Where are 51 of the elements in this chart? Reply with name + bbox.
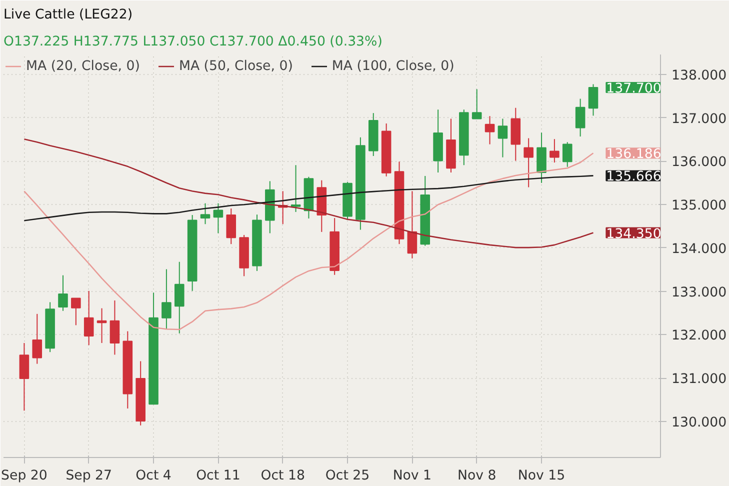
y-tick-label: 130.000 bbox=[672, 415, 727, 430]
x-tick-label: Sep 27 bbox=[66, 468, 112, 484]
candlestick bbox=[290, 164, 301, 212]
candlestick bbox=[472, 88, 482, 120]
candlestick bbox=[407, 190, 418, 259]
legend-label: MA (100, Close, 0) bbox=[332, 58, 454, 74]
candlestick bbox=[71, 298, 81, 326]
x-tick-label: Nov 15 bbox=[518, 468, 566, 484]
y-tick-label: 138.000 bbox=[672, 68, 727, 84]
candlestick bbox=[226, 208, 236, 245]
x-tick-label: Nov 8 bbox=[457, 468, 496, 484]
y-tick-label: 132.000 bbox=[672, 328, 727, 344]
candlestick bbox=[32, 313, 42, 364]
candlestick bbox=[575, 98, 586, 137]
candlestick bbox=[562, 142, 572, 168]
x-tick-label: Oct 18 bbox=[260, 468, 305, 484]
y-tick-label: 135.000 bbox=[672, 198, 727, 214]
candlestick bbox=[524, 138, 534, 188]
x-tick-label: Oct 25 bbox=[325, 468, 370, 484]
legend-label: MA (50, Close, 0) bbox=[178, 58, 293, 74]
x-tick-label: Nov 1 bbox=[392, 468, 432, 484]
candlestick bbox=[84, 290, 94, 346]
candlestick bbox=[213, 202, 224, 234]
candlestick bbox=[588, 84, 598, 116]
x-tick-label: Oct 11 bbox=[196, 468, 240, 484]
chart-subtitle: O137.225 H137.775 L137.050 C137.700 Δ0.450 (0.33%) bbox=[4, 34, 382, 50]
line-series bbox=[24, 175, 594, 222]
y-tick-label: 131.000 bbox=[672, 372, 727, 388]
candlestick bbox=[110, 300, 120, 356]
x-tick-label: Oct 4 bbox=[136, 468, 172, 484]
text: 137.700 bbox=[606, 81, 662, 96]
chart-title: Live Cattle (LEG22) bbox=[4, 8, 133, 22]
candlestick bbox=[498, 118, 508, 158]
x-tick-label: Sep 20 bbox=[1, 468, 48, 484]
y-tick-label: 137.000 bbox=[672, 112, 727, 127]
candlestick bbox=[19, 342, 30, 412]
y-tick-label: 133.000 bbox=[672, 285, 727, 300]
candlestick bbox=[174, 261, 184, 334]
y-tick-label: 136.000 bbox=[672, 155, 727, 170]
candlestick bbox=[58, 274, 68, 312]
candlestick bbox=[484, 116, 495, 145]
line-series bbox=[24, 152, 594, 330]
candlestick bbox=[550, 138, 560, 164]
candlestick bbox=[162, 268, 172, 330]
y-tick-label: 134.000 bbox=[672, 242, 727, 257]
candlestick bbox=[200, 202, 210, 225]
legend-label: MA (20, Close, 0) bbox=[26, 58, 140, 74]
text: 136.186 bbox=[606, 147, 662, 162]
text: 135.666 bbox=[606, 170, 662, 185]
candlestick bbox=[96, 308, 107, 344]
text: 134.350 bbox=[606, 226, 662, 242]
